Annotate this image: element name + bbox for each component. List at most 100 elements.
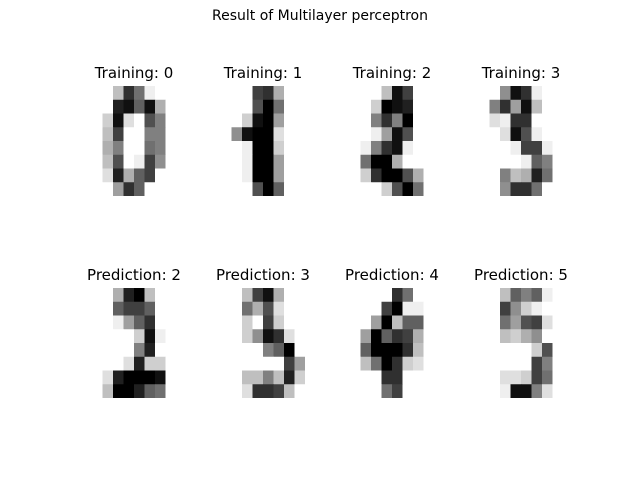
pixel-cell [392, 127, 403, 142]
pixel-cell [242, 384, 253, 398]
pixel-cell [284, 370, 295, 385]
pixel-cell [242, 356, 253, 371]
pixel-cell [423, 154, 434, 169]
pixel-cell [231, 356, 243, 371]
pixel-cell [510, 127, 522, 142]
pixel-cell [350, 113, 361, 128]
pixel-cell [221, 86, 232, 101]
pixel-cell [542, 301, 553, 316]
pixel-cell [242, 168, 253, 183]
pixel-cell [479, 301, 490, 316]
pixel-cell [134, 343, 145, 358]
pixel-cell [273, 356, 285, 371]
panel-title: Training: 2 [352, 64, 432, 82]
pixel-cell [242, 113, 253, 128]
pixel-cell [242, 127, 253, 142]
pixel-cell [510, 288, 522, 303]
pixel-cell [350, 384, 361, 398]
pixel-cell [402, 301, 414, 316]
pixel-cell [113, 384, 124, 398]
pixel-cell [102, 113, 114, 128]
pixel-cell [413, 315, 424, 330]
pixel-cell [252, 329, 264, 344]
pixel-cell [102, 99, 114, 114]
pixel-cell [102, 356, 114, 371]
pixel-cell [113, 182, 124, 196]
pixel-cell [479, 370, 490, 385]
pixel-cell [92, 154, 103, 169]
pixel-cell [155, 113, 166, 128]
pixel-cell [252, 113, 264, 128]
pixel-cell [489, 384, 501, 398]
pixel-cell [252, 168, 264, 183]
pixel-cell [500, 301, 511, 316]
pixel-cell [123, 288, 135, 303]
pixel-cell [294, 99, 305, 114]
pixel-cell [542, 113, 553, 128]
pixel-cell [413, 301, 424, 316]
pixel-cell [165, 343, 176, 358]
pixel-cell [381, 370, 393, 385]
pixel-cell [552, 168, 563, 183]
pixel-cell [489, 182, 501, 196]
pixel-cell [413, 127, 424, 142]
pixel-cell [350, 288, 361, 303]
pixel-cell [360, 301, 372, 316]
pixel-cell [113, 370, 124, 385]
pixel-cell [155, 315, 166, 330]
pixel-cell [123, 86, 135, 101]
pixel-cell [221, 288, 232, 303]
pixel-cell [521, 370, 532, 385]
digit-pixel-grid [479, 86, 563, 196]
pixel-cell [231, 370, 243, 385]
pixel-cell [113, 168, 124, 183]
pixel-cell [350, 127, 361, 142]
pixel-cell [392, 288, 403, 303]
pixel-cell [371, 141, 382, 156]
pixel-cell [542, 343, 553, 358]
pixel-cell [155, 343, 166, 358]
digit-pixel-grid [92, 288, 176, 398]
pixel-cell [242, 141, 253, 156]
pixel-cell [155, 99, 166, 114]
pixel-cell [542, 86, 553, 101]
pixel-cell [510, 356, 522, 371]
pixel-cell [242, 154, 253, 169]
pixel-cell [392, 99, 403, 114]
pixel-cell [381, 288, 393, 303]
pixel-cell [113, 343, 124, 358]
pixel-cell [531, 356, 543, 371]
pixel-cell [242, 86, 253, 101]
pixel-cell [510, 141, 522, 156]
digit-pixel-grid [221, 86, 305, 196]
pixel-cell [284, 301, 295, 316]
pixel-cell [402, 113, 414, 128]
pixel-cell [221, 154, 232, 169]
pixel-cell [294, 370, 305, 385]
pixel-cell [263, 86, 274, 101]
pixel-cell [252, 99, 264, 114]
pixel-cell [402, 329, 414, 344]
pixel-cell [123, 343, 135, 358]
pixel-cell [231, 315, 243, 330]
panel-title: Prediction: 3 [216, 266, 310, 284]
pixel-cell [221, 384, 232, 398]
pixel-cell [284, 141, 295, 156]
pixel-cell [360, 384, 372, 398]
pixel-cell [510, 329, 522, 344]
pixel-cell [552, 315, 563, 330]
pixel-cell [381, 329, 393, 344]
pixel-cell [479, 99, 490, 114]
pixel-cell [263, 168, 274, 183]
pixel-cell [92, 329, 103, 344]
pixel-cell [371, 315, 382, 330]
pixel-cell [542, 384, 553, 398]
pixel-cell [510, 315, 522, 330]
pixel-cell [144, 141, 156, 156]
pixel-cell [113, 113, 124, 128]
pixel-cell [123, 356, 135, 371]
figure-title: Result of Multilayer perceptron [212, 8, 428, 24]
pixel-cell [500, 343, 511, 358]
pixel-cell [510, 99, 522, 114]
pixel-cell [134, 127, 145, 142]
